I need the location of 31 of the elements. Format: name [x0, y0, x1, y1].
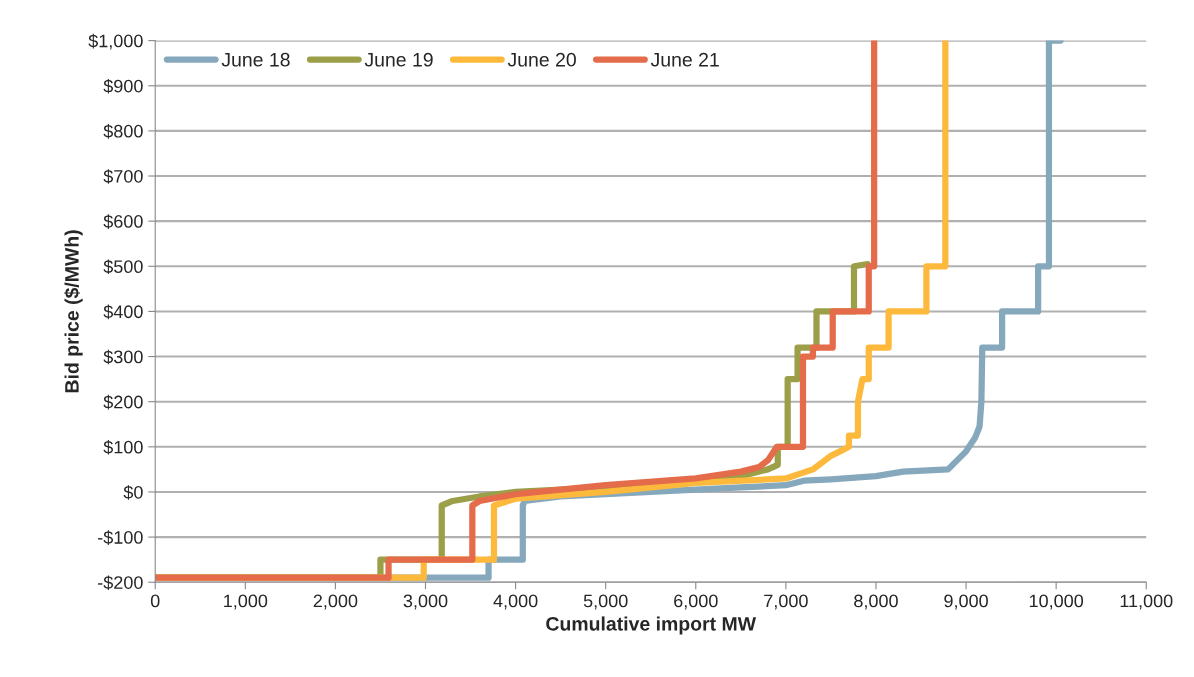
- legend-label: June 20: [507, 52, 576, 67]
- y-tick-label: -$200: [98, 575, 143, 591]
- legend-label: June 21: [650, 52, 719, 67]
- y-tick-label: $100: [103, 440, 143, 455]
- x-tick-label: 7,000: [764, 594, 808, 610]
- y-tick-label: $500: [103, 259, 143, 275]
- x-tick-label: 8,000: [854, 594, 898, 610]
- x-tick-label: 0: [150, 594, 160, 608]
- x-tick-label: 9,000: [944, 594, 988, 610]
- y-tick-label: $800: [103, 124, 143, 139]
- x-tick-label: 11,000: [1120, 594, 1173, 610]
- legend-label: June 18: [221, 52, 290, 67]
- y-tick-label: $300: [103, 349, 143, 365]
- y-tick-label: $0: [123, 485, 143, 500]
- y-tick-label: $1,000: [88, 33, 143, 50]
- x-tick-label: 4,000: [493, 594, 538, 610]
- y-axis-title: Bid price ($/MWh): [64, 230, 83, 393]
- x-tick-label: 2,000: [313, 594, 358, 610]
- x-tick-label: 3,000: [403, 594, 448, 610]
- x-tick-label: 6,000: [674, 594, 718, 610]
- y-tick-label: -$100: [98, 530, 143, 545]
- y-tick-label: $900: [103, 78, 143, 94]
- y-tick-label: $400: [103, 304, 143, 320]
- x-tick-label: 5,000: [583, 594, 628, 610]
- y-tick-label: $700: [103, 169, 143, 184]
- y-tick-label: $600: [103, 214, 143, 229]
- x-axis-title: Cumulative import MW: [546, 616, 757, 635]
- y-tick-label: $200: [103, 394, 143, 410]
- x-tick-label: 1,000: [224, 594, 268, 610]
- x-tick-label: 10,000: [1029, 594, 1084, 610]
- legend-label: June 19: [364, 52, 433, 67]
